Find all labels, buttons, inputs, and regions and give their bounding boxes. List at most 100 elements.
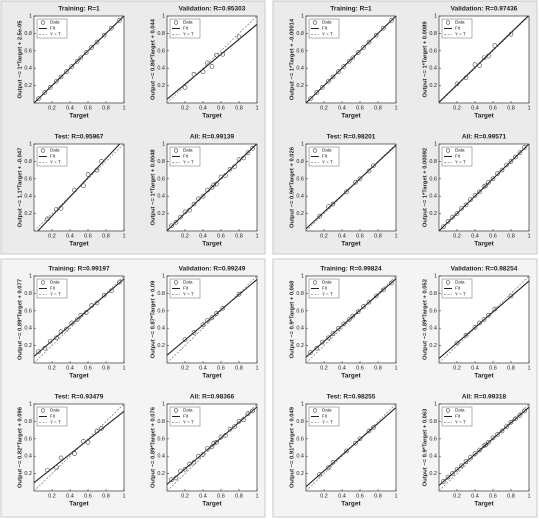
data-point — [317, 213, 322, 219]
legend-label: Y = T — [50, 32, 61, 37]
y-axis-label: Output ~= 1*Target + 2.5e-05 — [18, 20, 24, 99]
x-tick-label: 1 — [255, 105, 258, 111]
legend-symbol — [173, 148, 179, 153]
x-axis-label: Target — [202, 113, 222, 120]
y-tick-label: 0.8 — [429, 31, 437, 37]
plot-content — [439, 276, 529, 363]
x-tick-label: 1 — [394, 233, 397, 239]
data-point — [355, 309, 361, 314]
data-point — [182, 85, 188, 90]
x-tick-label: 0.4 — [66, 105, 74, 111]
fit-line — [439, 16, 529, 103]
data-point — [196, 196, 201, 202]
y-tick-label: 0.6 — [296, 308, 304, 314]
chart-title: Test: R=0.95967 — [55, 134, 104, 141]
legend-label: Y = T — [183, 160, 194, 165]
legend-symbol — [312, 20, 318, 25]
y-tick-label: 0.6 — [24, 308, 32, 314]
y-tick-label: 0.8 — [157, 31, 165, 37]
y-tick-label: 0.4 — [157, 66, 165, 72]
legend-label: Y = T — [455, 32, 466, 37]
y-tick-label: 1 — [434, 141, 437, 147]
data-point — [169, 223, 174, 229]
data-point — [326, 465, 331, 470]
y-tick-label: 0.2 — [157, 471, 165, 477]
y-tick-label: 0.4 — [24, 454, 32, 460]
data-point — [169, 477, 174, 482]
data-point — [504, 162, 509, 168]
data-point — [371, 163, 376, 169]
y-tick-label: 0.2 — [429, 211, 437, 217]
legend-label: Fit — [455, 414, 461, 419]
data-point — [486, 53, 491, 59]
legend-label: Y = T — [183, 420, 194, 425]
plot-content — [34, 144, 124, 231]
chart-title: Test: R=0.98201 — [327, 134, 376, 141]
fit-line — [167, 406, 257, 485]
data-point — [344, 189, 349, 195]
legend-symbol — [312, 408, 318, 413]
legend-symbol — [445, 148, 451, 153]
y-tick-label: 0.2 — [157, 83, 165, 89]
y-tick-label: 0.6 — [429, 436, 437, 442]
legend-label: Data — [322, 280, 332, 285]
x-tick-label: 0.4 — [471, 105, 479, 111]
x-tick-label: 0.2 — [48, 105, 56, 111]
y-tick-label: 0.2 — [24, 211, 32, 217]
data-point — [454, 81, 460, 87]
y-tick-label: 0.2 — [157, 343, 165, 349]
data-point — [245, 150, 251, 155]
legend-symbol — [40, 148, 46, 153]
y-axis-label: Output ~= 1.1*Target + -0.047 — [18, 148, 24, 228]
data-point — [191, 459, 197, 465]
y-tick-label: 0.2 — [296, 211, 304, 217]
y-tick-label: 1 — [301, 13, 304, 19]
y-tick-label: 0.4 — [296, 326, 304, 332]
data-point — [182, 466, 188, 472]
x-tick-label: 0.6 — [84, 105, 92, 111]
plot-content — [306, 276, 396, 363]
y-axis-label: Output ~= 1*Target + 0.0048 — [151, 149, 157, 226]
y-axis-label: Output ~= 0.91*Target + 0.049 — [290, 406, 296, 488]
x-tick-label: 0.4 — [338, 105, 346, 111]
legend-label: Data — [455, 20, 465, 25]
y-tick-label: 1 — [434, 401, 437, 407]
x-tick-label: 1 — [255, 365, 258, 371]
data-point — [314, 345, 320, 351]
x-tick-label: 0.4 — [66, 493, 74, 499]
legend-label: Y = T — [183, 32, 194, 37]
x-tick-label: 1 — [255, 493, 258, 499]
chart-title: Training: R=0.99824 — [320, 266, 382, 273]
legend-label: Data — [322, 20, 332, 25]
x-axis-label: Target — [69, 113, 89, 120]
legend-label: Fit — [322, 26, 328, 31]
data-point — [173, 475, 179, 481]
data-point — [361, 45, 366, 50]
x-tick-label: 1 — [122, 365, 125, 371]
data-point — [350, 55, 356, 61]
x-tick-label: 0.8 — [507, 233, 515, 239]
x-tick-label: 1 — [394, 493, 397, 499]
x-tick-label: 0.6 — [356, 105, 364, 111]
data-point — [468, 454, 473, 460]
fit-line — [306, 407, 396, 488]
data-point — [232, 164, 237, 169]
x-tick-label: 0.2 — [320, 233, 328, 239]
data-point — [373, 32, 379, 38]
legend-label: Data — [183, 280, 193, 285]
data-point — [522, 145, 527, 150]
data-point — [454, 211, 460, 216]
plot-content — [306, 144, 396, 231]
y-tick-label: 1 — [162, 273, 165, 279]
data-point — [504, 424, 509, 429]
legend-label: Data — [455, 148, 465, 153]
x-tick-label: 0.6 — [217, 233, 225, 239]
x-tick-label: 1 — [122, 105, 125, 111]
data-point — [389, 18, 394, 23]
x-tick-label: 0.6 — [217, 105, 225, 111]
x-tick-label: 0.2 — [48, 493, 56, 499]
x-tick-label: 0.8 — [235, 493, 243, 499]
x-tick-label: 0.4 — [338, 365, 346, 371]
data-point — [355, 50, 361, 55]
x-tick-label: 1 — [527, 493, 530, 499]
